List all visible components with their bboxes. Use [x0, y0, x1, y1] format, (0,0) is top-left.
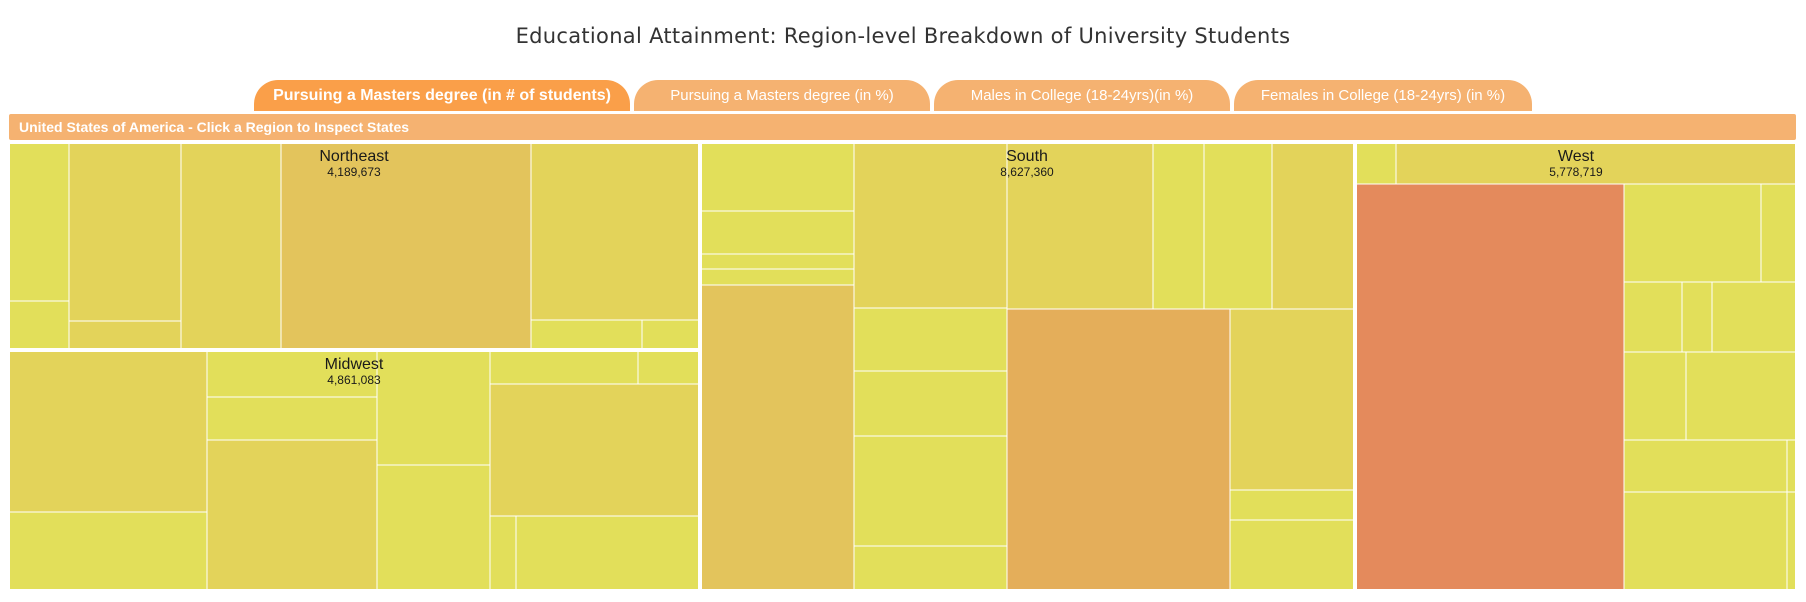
region-value-northeast: 4,189,673 [327, 165, 381, 179]
region-value-south: 8,627,360 [1000, 165, 1054, 179]
state-tile[interactable] [853, 435, 1008, 547]
region-outline [700, 142, 1355, 591]
state-tile[interactable] [700, 253, 855, 270]
state-tile[interactable] [180, 142, 282, 350]
region-outline [8, 142, 700, 350]
region-label-west: West [1558, 148, 1595, 165]
state-tile[interactable] [1395, 142, 1797, 185]
state-tile[interactable] [515, 515, 700, 591]
state-tile[interactable] [1623, 281, 1683, 353]
state-tile[interactable] [1152, 142, 1205, 310]
state-tile[interactable] [489, 350, 639, 385]
state-tile[interactable] [1681, 281, 1713, 353]
state-tile[interactable] [853, 307, 1008, 372]
state-tile[interactable] [1006, 308, 1231, 591]
state-tile[interactable] [8, 300, 70, 350]
state-tile[interactable] [1623, 183, 1762, 283]
state-tile[interactable] [853, 370, 1008, 437]
state-tile[interactable] [1786, 439, 1797, 493]
state-tile[interactable] [530, 142, 700, 321]
state-tile[interactable] [700, 210, 855, 255]
region-outline [8, 350, 700, 591]
state-tile[interactable] [1623, 491, 1788, 591]
state-tile[interactable] [8, 142, 70, 302]
state-tile[interactable] [530, 319, 643, 350]
state-tile[interactable] [1229, 489, 1355, 521]
state-tile[interactable] [1760, 183, 1797, 283]
state-tile[interactable] [637, 350, 700, 385]
state-tile[interactable] [641, 319, 700, 350]
state-tile[interactable] [376, 464, 491, 591]
state-tile[interactable] [1355, 142, 1397, 185]
state-tile[interactable] [853, 142, 1008, 309]
state-tile[interactable] [1623, 351, 1687, 441]
state-tile[interactable] [206, 350, 378, 398]
state-tile[interactable] [853, 545, 1008, 591]
state-tile[interactable] [700, 142, 855, 212]
state-tile[interactable] [1203, 142, 1273, 310]
tab-masters-count[interactable]: Pursuing a Masters degree (in # of stude… [254, 80, 630, 111]
region-value-west: 5,778,719 [1549, 165, 1603, 179]
state-tile[interactable] [1271, 142, 1355, 310]
state-tile[interactable] [1786, 491, 1797, 591]
tab-masters-percent[interactable]: Pursuing a Masters degree (in %) [634, 80, 930, 111]
state-tile[interactable] [1711, 281, 1797, 353]
state-tile[interactable] [1229, 308, 1355, 491]
state-tile[interactable] [1623, 439, 1788, 493]
state-tile[interactable] [1355, 183, 1625, 591]
state-tile[interactable] [1685, 351, 1797, 441]
state-tile[interactable] [8, 350, 208, 513]
state-tile[interactable] [700, 284, 855, 591]
state-tile[interactable] [489, 383, 700, 517]
region-outline [1355, 142, 1797, 591]
region-value-midwest: 4,861,083 [327, 373, 381, 387]
tab-females-college[interactable]: Females in College (18-24yrs) (in %) [1234, 80, 1532, 111]
state-tile[interactable] [376, 350, 491, 466]
state-tile[interactable] [68, 142, 182, 322]
state-tile[interactable] [489, 515, 517, 591]
state-tile[interactable] [68, 320, 182, 350]
state-tile[interactable] [1006, 142, 1154, 310]
state-tile[interactable] [700, 268, 855, 286]
state-tile[interactable] [206, 396, 378, 441]
tab-males-college[interactable]: Males in College (18-24yrs)(in %) [934, 80, 1230, 111]
breadcrumb-bar[interactable]: United States of America - Click a Regio… [9, 114, 1796, 140]
region-label-northeast: Northeast [319, 148, 389, 165]
state-tile[interactable] [1229, 519, 1355, 591]
region-label-midwest: Midwest [325, 356, 384, 373]
state-tile[interactable] [206, 439, 378, 591]
state-tile[interactable] [280, 142, 532, 350]
chart-title: Educational Attainment: Region-level Bre… [515, 24, 1291, 48]
state-tile[interactable] [8, 511, 208, 591]
region-label-south: South [1006, 148, 1048, 165]
